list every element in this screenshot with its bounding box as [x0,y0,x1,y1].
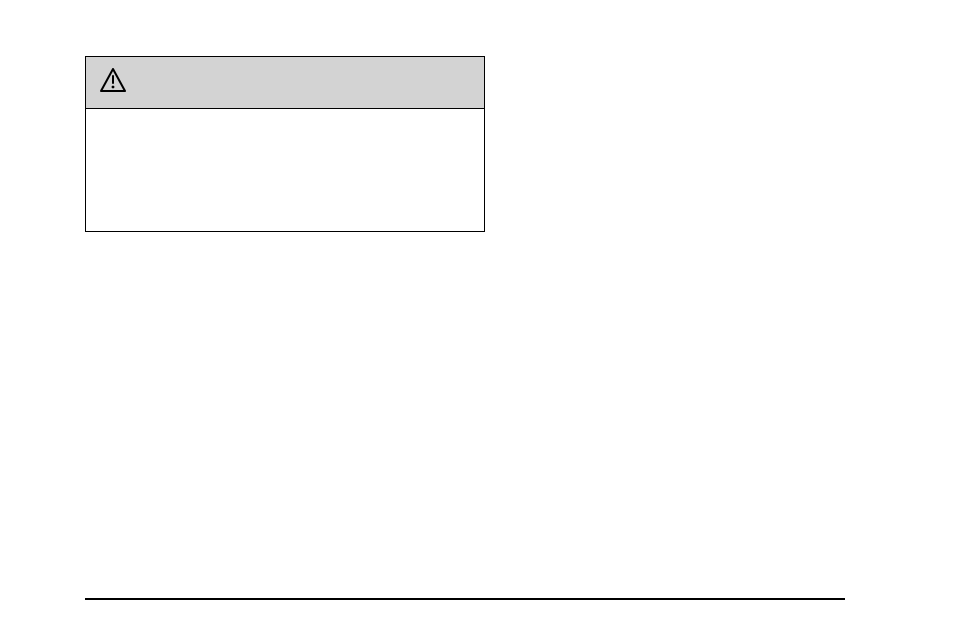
caution-box [85,56,485,232]
caution-body [86,109,484,231]
footer-rule [85,598,845,600]
page [0,0,954,636]
warning-triangle-icon [100,68,126,97]
caution-header [86,57,484,109]
